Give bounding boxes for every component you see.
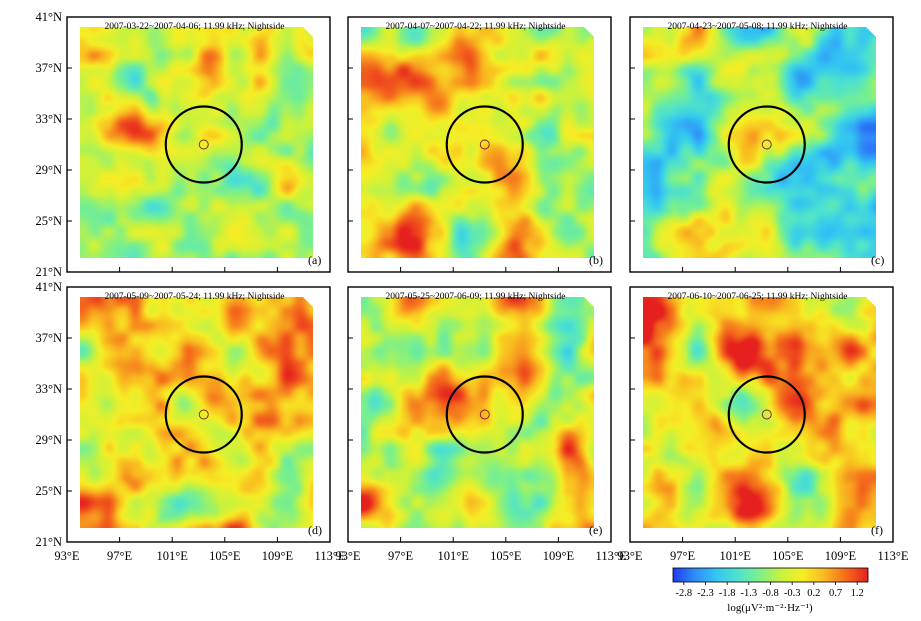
lat-tick-label: 37°N [35, 331, 62, 345]
panel-frame [347, 286, 612, 543]
lon-tick-label: 97°E [107, 549, 132, 563]
epicenter-radius-circle [164, 375, 243, 454]
panel-letter: (e) [589, 523, 602, 537]
epicenter-marker [761, 409, 772, 420]
lon-tick-label: 113°E [878, 549, 909, 563]
lat-tick-label: 21°N [35, 535, 62, 549]
panel-title: 2007-06-10~2007-06-25; 11.99 kHz; Nights… [668, 292, 848, 302]
panel-letter: (d) [308, 523, 322, 537]
epicenter-radius-circle [164, 105, 243, 184]
lat-tick-label: 41°N [35, 10, 62, 24]
lon-tick-label: 105°E [490, 549, 522, 563]
lon-tick-label: 97°E [670, 549, 695, 563]
intensity-map [80, 297, 313, 528]
lon-tick-label: 93°E [54, 549, 79, 563]
colorbar-ticks: -2.8 -2.3 -1.8 -1.3 -0.8 -0.3 0.2 0.7 1.2 [676, 582, 864, 599]
lat-tick-label: 33°N [35, 382, 62, 396]
colorbar-tick-label: 0.2 [807, 588, 820, 599]
panel-letter: (c) [871, 253, 884, 267]
epicenter-radius-circle [445, 375, 524, 454]
axis-labels: 41°N37°N33°N29°N25°N21°N41°N37°N33°N29°N… [35, 10, 908, 563]
panel-frame [629, 16, 894, 273]
colorbar-tick-label: 1.2 [851, 588, 864, 599]
colorbar-ramp [672, 567, 869, 583]
panel-frame [629, 286, 894, 543]
colorbar: -2.8 -2.3 -1.8 -1.3 -0.8 -0.3 0.2 0.7 1.2 log(μV… [672, 567, 869, 614]
lon-tick-label: 109°E [825, 549, 857, 563]
epicenter-marker [479, 139, 490, 150]
epicenter-marker [479, 409, 490, 420]
panel-letter: (a) [308, 253, 321, 267]
epicenter-radius-circle [445, 105, 524, 184]
colorbar-tick-label: -0.3 [784, 588, 801, 599]
epicenter-radius-circle [727, 375, 806, 454]
colorbar-tick-label: -1.8 [719, 588, 736, 599]
colorbar-tick-label: 0.7 [829, 588, 842, 599]
intensity-map [361, 297, 594, 528]
lat-tick-label: 29°N [35, 433, 62, 447]
lat-tick-label: 21°N [35, 265, 62, 279]
lon-tick-label: 113°E [596, 549, 627, 563]
panel-frame [347, 16, 612, 273]
map-panels: 2007-03-22~2007-04-06; 11.99 kHz; Nights… [35, 10, 908, 563]
map-panel: 2007-04-23~2007-05-08; 11.99 kHz; Nights… [629, 16, 894, 273]
panel-letter: (b) [589, 253, 603, 267]
lon-tick-label: 113°E [315, 549, 346, 563]
panel-frame [66, 286, 331, 543]
lon-tick-label: 109°E [262, 549, 294, 563]
epicenter-marker [198, 409, 209, 420]
panel-title: 2007-04-07~2007-04-22; 11.99 kHz; Nights… [386, 22, 566, 32]
lat-tick-label: 29°N [35, 163, 62, 177]
intensity-map [361, 27, 594, 258]
panel-title: 2007-03-22~2007-04-06; 11.99 kHz; Nights… [105, 22, 285, 32]
lat-tick-label: 37°N [35, 61, 62, 75]
panel-letter: (f) [871, 523, 883, 537]
lat-tick-label: 33°N [35, 112, 62, 126]
panel-frame [66, 16, 331, 273]
map-panel: 2007-04-07~2007-04-22; 11.99 kHz; Nights… [347, 16, 612, 273]
colorbar-label: log(μV²·m⁻²·Hz⁻¹) [727, 602, 813, 614]
map-panel: 2007-05-25~2007-06-09; 11.99 kHz; Nights… [347, 286, 612, 543]
map-panel: 2007-06-10~2007-06-25; 11.99 kHz; Nights… [629, 286, 894, 543]
lat-tick-label: 41°N [35, 280, 62, 294]
lat-tick-label: 25°N [35, 484, 62, 498]
lat-tick-label: 25°N [35, 214, 62, 228]
map-panel: 2007-05-09~2007-05-24; 11.99 kHz; Nights… [66, 286, 331, 543]
lon-tick-label: 105°E [209, 549, 241, 563]
lon-tick-label: 101°E [720, 549, 752, 563]
intensity-map [643, 27, 876, 258]
intensity-map [80, 27, 313, 258]
lon-tick-label: 93°E [335, 549, 360, 563]
lon-tick-label: 101°E [438, 549, 470, 563]
lon-tick-label: 97°E [388, 549, 413, 563]
lon-tick-label: 101°E [157, 549, 189, 563]
colorbar-tick-label: -2.8 [676, 588, 693, 599]
panel-title: 2007-04-23~2007-05-08; 11.99 kHz; Nights… [668, 22, 848, 32]
epicenter-radius-circle [727, 105, 806, 184]
epicenter-marker [761, 139, 772, 150]
epicenter-marker [198, 139, 209, 150]
colorbar-tick-label: -2.3 [697, 588, 714, 599]
panel-title: 2007-05-25~2007-06-09; 11.99 kHz; Nights… [386, 292, 566, 302]
lon-tick-label: 105°E [772, 549, 804, 563]
panel-title: 2007-05-09~2007-05-24; 11.99 kHz; Nights… [105, 292, 285, 302]
intensity-map [643, 297, 876, 528]
lon-tick-label: 93°E [617, 549, 642, 563]
lon-tick-label: 109°E [543, 549, 575, 563]
colorbar-tick-label: -0.8 [762, 588, 779, 599]
colorbar-tick-label: -1.3 [741, 588, 758, 599]
map-panel: 2007-03-22~2007-04-06; 11.99 kHz; Nights… [66, 16, 331, 273]
